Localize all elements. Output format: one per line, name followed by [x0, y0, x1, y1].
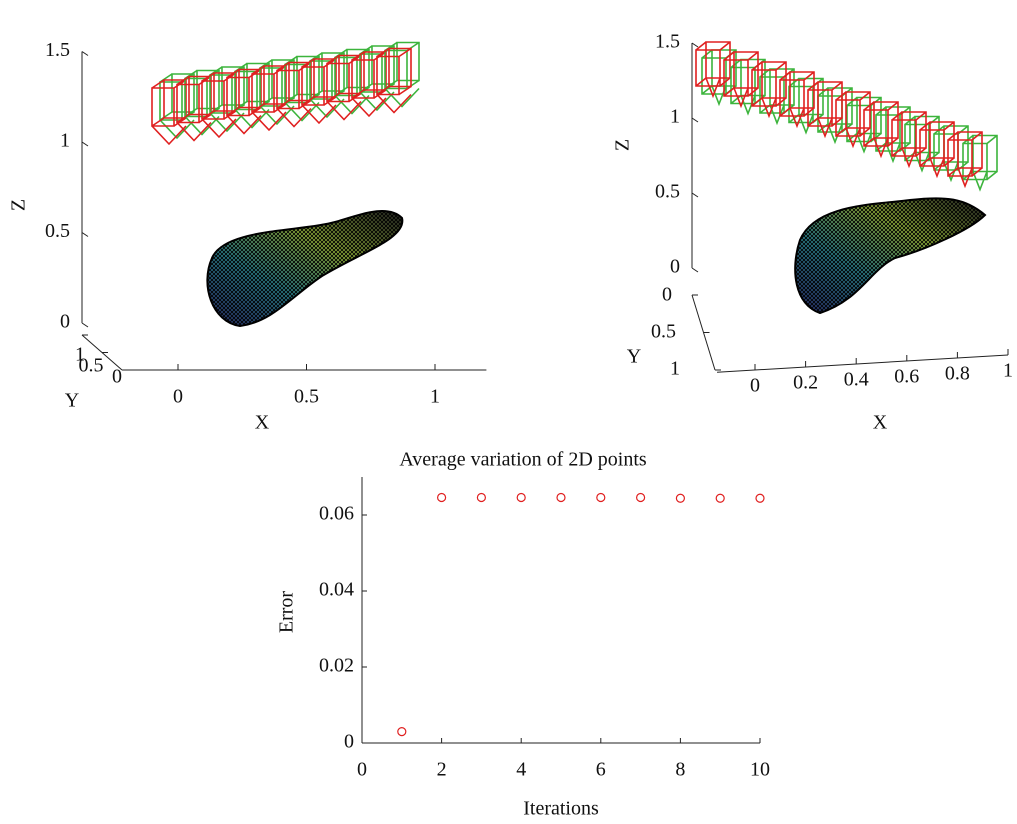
- y-tick-label: 0.02: [319, 655, 354, 677]
- z-tick-label: 0: [60, 311, 70, 333]
- z-tick: [692, 43, 698, 47]
- x-tick-label: 0.5: [294, 386, 319, 408]
- z-tick: [82, 323, 88, 327]
- x-tick-label: 1: [1003, 360, 1013, 382]
- point: [477, 494, 485, 502]
- z-axis-label: Z: [612, 139, 634, 151]
- point: [597, 494, 605, 502]
- point: [716, 494, 724, 502]
- chart-title: Average variation of 2D points: [399, 449, 647, 471]
- z-tick: [82, 142, 88, 146]
- z-tick-label: 1.5: [45, 39, 70, 61]
- y-tick-label: 0.04: [319, 579, 354, 601]
- y-tick-label: 0.06: [319, 503, 354, 525]
- x-tick-label: 0.6: [894, 366, 919, 388]
- y-tick-label: 1: [670, 358, 680, 380]
- camera-frustums: [152, 42, 997, 190]
- x-tick-label: 1: [430, 386, 440, 408]
- point: [637, 494, 645, 502]
- y-tick-label: 0: [662, 284, 672, 306]
- z-tick: [82, 52, 88, 56]
- x-tick-label: 0: [750, 375, 760, 397]
- y-tick-label: 0.5: [651, 321, 676, 343]
- z-tick-label: 1.5: [655, 31, 680, 53]
- point: [398, 728, 406, 736]
- x-tick-label: 0: [173, 386, 183, 408]
- x-tick-label: 0: [357, 759, 367, 781]
- y-axis-label: Y: [65, 390, 79, 412]
- liver-right: [795, 198, 985, 313]
- x-tick-label: 0.8: [945, 363, 970, 385]
- z-tick: [692, 193, 698, 197]
- x-axis-label: Iterations: [523, 798, 599, 820]
- z-tick-label: 1: [670, 106, 680, 128]
- x-tick-label: 2: [437, 759, 447, 781]
- z-tick: [692, 268, 698, 272]
- y-tick-label: 1: [75, 344, 85, 366]
- x-tick-label: 0.4: [844, 369, 869, 391]
- z-tick: [692, 118, 698, 122]
- point: [676, 494, 684, 502]
- x-tick-label: 8: [675, 759, 685, 781]
- z-tick-label: 0.5: [655, 181, 680, 203]
- y-tick-label: 0: [112, 366, 122, 388]
- point: [557, 494, 565, 502]
- x-tick-label: 0.2: [793, 372, 818, 394]
- x-tick-label: 10: [750, 759, 770, 781]
- y-axis-label: Error: [276, 591, 298, 634]
- z-tick-label: 0.5: [45, 220, 70, 242]
- x-axis-label: X: [255, 412, 270, 434]
- point: [756, 494, 764, 502]
- z-axis-label: Z: [8, 199, 30, 211]
- x-axis-label: X: [873, 412, 888, 434]
- point: [517, 494, 525, 502]
- figure: 00.5100.5100.511.5XYZ00.20.40.60.8100.51…: [0, 0, 1017, 824]
- point: [438, 494, 446, 502]
- y-tick-label: 0: [344, 731, 354, 753]
- x-tick-label: 4: [516, 759, 526, 781]
- z-tick: [82, 233, 88, 237]
- z-tick-label: 0: [670, 256, 680, 278]
- liver-left: [207, 211, 402, 326]
- z-tick-label: 1: [60, 130, 70, 152]
- x-tick-label: 6: [596, 759, 606, 781]
- y-axis-label: Y: [627, 346, 641, 368]
